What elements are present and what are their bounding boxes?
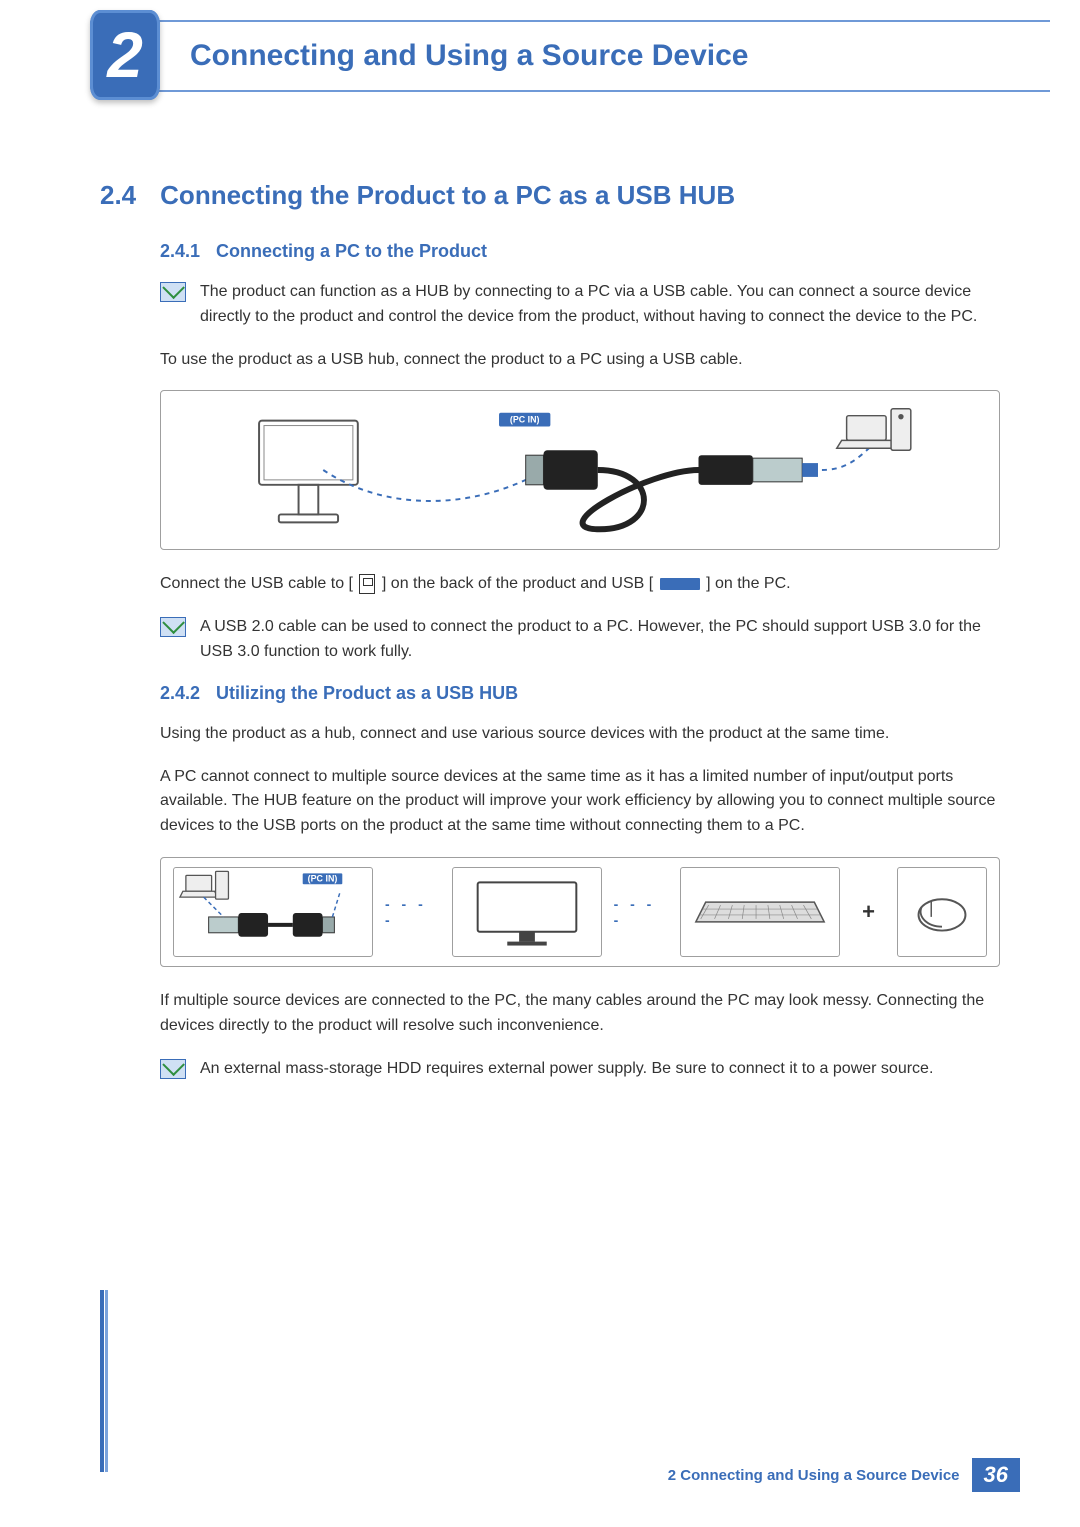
note-icon [160, 282, 186, 302]
para-hub-intro: Using the product as a hub, connect and … [160, 722, 1000, 747]
subsection-2-title: Utilizing the Product as a USB HUB [216, 683, 518, 704]
footer-chapter-label: 2 Connecting and Using a Source Device [668, 1458, 972, 1492]
figure-hub-devices: (PC IN) - - - - - - - - [160, 857, 1000, 967]
figure-2-mouse-box [897, 867, 987, 957]
para-usb-hub-instruction: To use the product as a USB hub, connect… [160, 348, 1000, 373]
connect-text-mid: ] on the back of the product and USB [ [382, 575, 653, 592]
page-content: 2.4 Connecting the Product to a PC as a … [100, 180, 1000, 1099]
dash-connector-1: - - - - [385, 896, 440, 928]
subsection-1-number: 2.4.1 [160, 241, 200, 262]
svg-text:(PC IN): (PC IN) [308, 873, 338, 883]
section-number: 2.4 [100, 180, 136, 211]
subsection-heading-1: 2.4.1 Connecting a PC to the Product [160, 241, 1000, 262]
section-heading: 2.4 Connecting the Product to a PC as a … [100, 180, 1000, 211]
figure-usb-cable-connection: (PC IN) [160, 390, 1000, 550]
page-number: 36 [972, 1458, 1020, 1492]
subsection-2-number: 2.4.2 [160, 683, 200, 704]
subsection-1-title: Connecting a PC to the Product [216, 241, 487, 262]
note-block-2: A USB 2.0 cable can be used to connect t… [160, 615, 1000, 665]
para-hub-efficiency: A PC cannot connect to multiple source d… [160, 765, 1000, 839]
note-icon [160, 617, 186, 637]
chapter-header-bar: Connecting and Using a Source Device [100, 20, 1050, 92]
chapter-number: 2 [107, 23, 143, 87]
note-block-1: The product can function as a HUB by con… [160, 280, 1000, 330]
usb-port-icon [660, 578, 700, 590]
figure-2-source-box: (PC IN) [173, 867, 373, 957]
note-3-text: An external mass-storage HDD requires ex… [200, 1057, 933, 1082]
note-2-text: A USB 2.0 cable can be used to connect t… [200, 615, 1000, 665]
note-icon [160, 1059, 186, 1079]
note-1-text: The product can function as a HUB by con… [200, 280, 1000, 330]
figure-2-monitor-box [452, 867, 602, 957]
pc-in-label: (PC IN) [510, 415, 540, 425]
figure-1-svg: (PC IN) [161, 391, 999, 549]
left-margin-decoration [100, 1290, 108, 1472]
subsection-heading-2: 2.4.2 Utilizing the Product as a USB HUB [160, 683, 1000, 704]
figure-2-keyboard-box [680, 867, 840, 957]
dash-connector-2: - - - - [614, 896, 669, 928]
section-title: Connecting the Product to a PC as a USB … [160, 180, 735, 211]
plus-icon: + [862, 899, 875, 925]
connect-text-post: ] on the PC. [706, 575, 791, 592]
chapter-number-badge: 2 [90, 10, 160, 100]
usb-upstream-port-icon [359, 574, 375, 594]
page-footer: 2 Connecting and Using a Source Device 3… [668, 1458, 1020, 1492]
chapter-title: Connecting and Using a Source Device [190, 39, 748, 73]
para-messy-cables: If multiple source devices are connected… [160, 989, 1000, 1039]
note-block-3: An external mass-storage HDD requires ex… [160, 1057, 1000, 1082]
para-connect-cable: Connect the USB cable to [ ] on the back… [160, 572, 1000, 597]
connect-text-pre: Connect the USB cable to [ [160, 575, 353, 592]
